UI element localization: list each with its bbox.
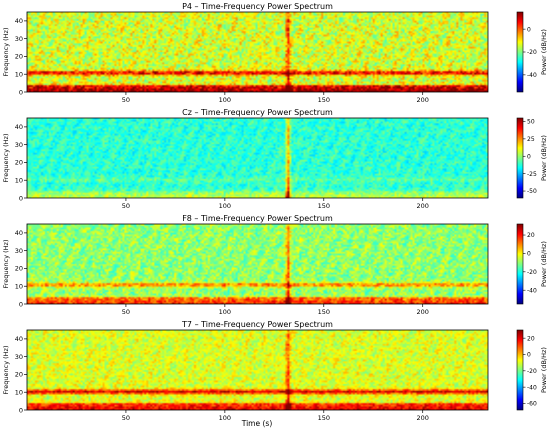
y-tick-label: 0 xyxy=(19,194,23,202)
y-tick-label: 40 xyxy=(15,335,23,343)
y-tick-label: 10 xyxy=(15,177,23,185)
x-tick-label: 200 xyxy=(416,308,428,316)
colorbar-tick-label: -40 xyxy=(527,72,537,79)
colorbar-tick-label: -40 xyxy=(527,384,537,391)
x-tick-label: 50 xyxy=(122,308,130,316)
y-tick-label: 40 xyxy=(15,123,23,131)
y-tick-label: 0 xyxy=(19,406,23,414)
colorbar-tick-label: 20 xyxy=(527,335,535,342)
colorbar-tick-label: -50 xyxy=(527,188,537,195)
panel-title: P4 – Time-Frequency Power Spectrum xyxy=(182,2,333,11)
x-tick-label: 100 xyxy=(219,308,231,316)
colorbar-gradient xyxy=(516,223,524,305)
x-tick-label: 150 xyxy=(318,202,330,210)
colorbar-tick-label: 0 xyxy=(527,352,531,359)
x-tick-label: 100 xyxy=(219,414,231,422)
spectrogram-heatmap xyxy=(27,12,488,92)
y-tick-label: 10 xyxy=(15,389,23,397)
colorbar-tick-label: -25 xyxy=(527,171,537,178)
y-tick-label: 10 xyxy=(15,283,23,291)
y-tick-label: 0 xyxy=(19,88,23,96)
y-tick-label: 40 xyxy=(15,17,23,25)
plot-frame xyxy=(26,117,489,199)
y-tick-label: 10 xyxy=(15,71,23,79)
colorbar-label: Power (dB/Hz) xyxy=(540,241,548,287)
colorbar-tick-label: -20 xyxy=(527,368,537,375)
x-tick-label: 50 xyxy=(122,414,130,422)
colorbar-gradient xyxy=(516,117,524,199)
x-tick-label: 200 xyxy=(416,202,428,210)
colorbar-tick-label: 50 xyxy=(527,119,535,126)
x-tick-label: 50 xyxy=(122,202,130,210)
y-axis-label: Frequency (Hz) xyxy=(2,345,10,394)
x-axis-label: Time (s) xyxy=(241,419,273,428)
y-axis-label: Frequency (Hz) xyxy=(2,27,10,76)
panel-title: T7 – Time-Frequency Power Spectrum xyxy=(181,320,333,329)
x-tick-label: 150 xyxy=(318,414,330,422)
plot-frame xyxy=(26,223,489,305)
colorbar-tick-label: -20 xyxy=(527,269,537,276)
colorbar-tick-label: 20 xyxy=(527,232,535,239)
colorbar-tick-label: 0 xyxy=(527,251,531,258)
y-tick-label: 20 xyxy=(15,265,23,273)
y-tick-label: 20 xyxy=(15,159,23,167)
y-tick-label: 20 xyxy=(15,371,23,379)
y-tick-label: 30 xyxy=(15,141,23,149)
spectrogram-heatmap xyxy=(27,118,488,198)
y-tick-label: 30 xyxy=(15,353,23,361)
colorbar-gradient xyxy=(516,329,524,411)
spectrogram-heatmap xyxy=(27,224,488,304)
colorbar-tick-label: -60 xyxy=(527,401,537,408)
panel-title: Cz – Time-Frequency Power Spectrum xyxy=(182,108,333,117)
plot-frame xyxy=(26,329,489,411)
colorbar-tick-label: 0 xyxy=(527,26,531,33)
y-tick-label: 30 xyxy=(15,247,23,255)
x-tick-label: 50 xyxy=(122,96,130,104)
x-tick-label: 100 xyxy=(219,202,231,210)
y-tick-label: 0 xyxy=(19,300,23,308)
y-tick-label: 30 xyxy=(15,35,23,43)
x-tick-label: 150 xyxy=(318,96,330,104)
y-axis-label: Frequency (Hz) xyxy=(2,239,10,288)
y-tick-label: 40 xyxy=(15,229,23,237)
colorbar-gradient xyxy=(516,11,524,93)
colorbar-tick-label: 0 xyxy=(527,153,531,160)
x-tick-label: 150 xyxy=(318,308,330,316)
x-tick-label: 200 xyxy=(416,96,428,104)
x-tick-label: 100 xyxy=(219,96,231,104)
y-axis-label: Frequency (Hz) xyxy=(2,133,10,182)
colorbar-tick-label: 25 xyxy=(527,136,535,143)
plot-frame xyxy=(26,11,489,93)
colorbar-tick-label: -40 xyxy=(527,287,537,294)
spectrogram-heatmap xyxy=(27,330,488,410)
colorbar-tick-label: -20 xyxy=(527,49,537,56)
x-tick-label: 200 xyxy=(416,414,428,422)
y-tick-label: 20 xyxy=(15,53,23,61)
colorbar-label: Power (dB/Hz) xyxy=(540,135,548,181)
panel-title: F8 – Time-Frequency Power Spectrum xyxy=(182,214,333,223)
colorbar-label: Power (dB/Hz) xyxy=(540,29,548,75)
colorbar: 20 0 -20 -40 -60 Power (dB/Hz) xyxy=(516,329,548,411)
colorbar-label: Power (dB/Hz) xyxy=(540,347,548,393)
